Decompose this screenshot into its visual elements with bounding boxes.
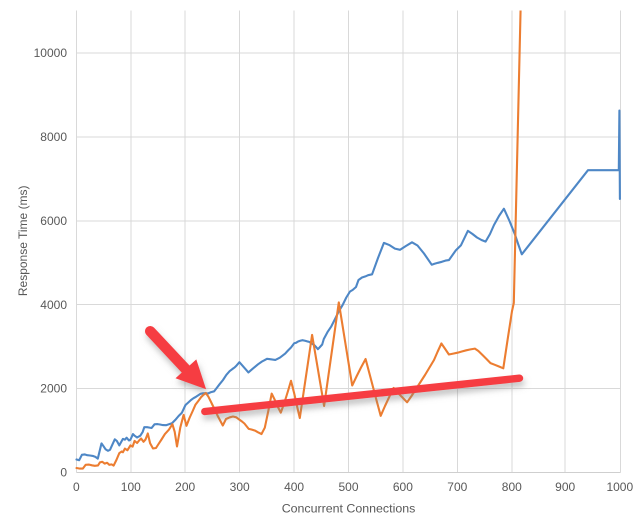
- svg-text:2000: 2000: [40, 382, 67, 396]
- svg-text:Response Time (ms): Response Time (ms): [16, 185, 30, 296]
- svg-text:700: 700: [447, 480, 467, 494]
- svg-text:300: 300: [230, 480, 250, 494]
- svg-text:200: 200: [175, 480, 195, 494]
- svg-text:6000: 6000: [40, 214, 67, 228]
- svg-text:8000: 8000: [40, 130, 67, 144]
- svg-text:10000: 10000: [34, 46, 68, 60]
- svg-text:600: 600: [393, 480, 413, 494]
- svg-text:900: 900: [555, 480, 575, 494]
- svg-text:400: 400: [284, 480, 304, 494]
- svg-text:1000: 1000: [606, 480, 633, 494]
- svg-text:800: 800: [502, 480, 522, 494]
- svg-text:500: 500: [338, 480, 358, 494]
- svg-text:Concurrent Connections: Concurrent Connections: [282, 502, 416, 516]
- svg-text:4000: 4000: [40, 298, 67, 312]
- svg-text:0: 0: [60, 466, 67, 480]
- svg-text:0: 0: [73, 480, 80, 494]
- svg-text:100: 100: [121, 480, 141, 494]
